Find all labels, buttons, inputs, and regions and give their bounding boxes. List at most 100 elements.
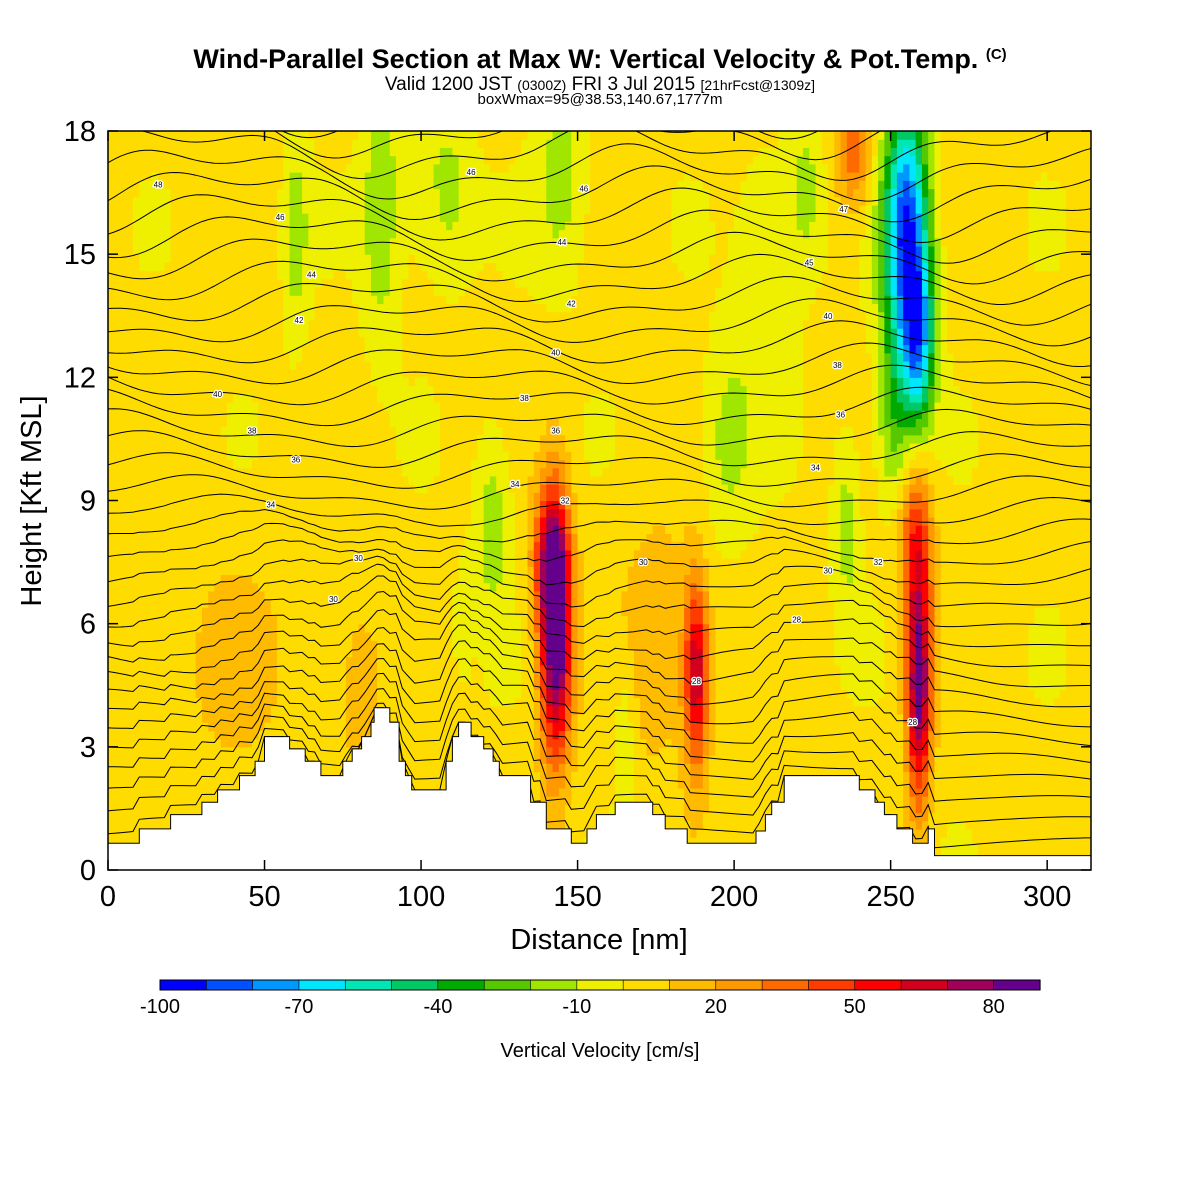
velocity-cell	[339, 401, 347, 411]
velocity-cell	[201, 237, 209, 247]
velocity-cell	[120, 500, 128, 510]
velocity-cell	[189, 648, 197, 658]
velocity-cell	[408, 730, 416, 740]
velocity-cell	[277, 713, 284, 723]
velocity-cell	[283, 467, 291, 477]
velocity-cell	[183, 443, 190, 452]
velocity-cell	[151, 549, 159, 559]
velocity-cell	[183, 344, 190, 354]
velocity-cell	[245, 287, 253, 296]
velocity-cell	[320, 672, 328, 682]
velocity-cell	[402, 270, 410, 280]
velocity-cell	[233, 360, 241, 370]
velocity-cell	[295, 385, 303, 395]
velocity-cell	[308, 237, 316, 247]
velocity-cell	[208, 401, 216, 411]
velocity-cell	[439, 779, 447, 789]
velocity-cell	[151, 697, 159, 707]
velocity-cell	[327, 410, 334, 419]
velocity-cell	[239, 574, 247, 584]
velocity-cell	[295, 713, 303, 723]
velocity-cell	[389, 328, 397, 337]
velocity-cell	[164, 459, 172, 469]
velocity-cell	[408, 369, 416, 378]
velocity-cell	[164, 820, 172, 830]
velocity-cell	[133, 516, 140, 526]
velocity-cell	[283, 163, 291, 173]
velocity-cell	[252, 648, 259, 658]
velocity-cell	[245, 443, 253, 452]
velocity-cell	[295, 254, 303, 263]
velocity-cell	[114, 311, 122, 321]
velocity-cell	[439, 213, 447, 222]
velocity-cell	[333, 648, 341, 658]
velocity-cell	[427, 484, 435, 493]
velocity-cell	[377, 607, 385, 617]
velocity-cell	[245, 623, 253, 633]
velocity-cell	[352, 393, 360, 403]
velocity-cell	[151, 393, 159, 403]
velocity-cell	[133, 672, 140, 682]
velocity-cell	[408, 295, 416, 305]
velocity-cell	[314, 681, 322, 690]
velocity-cell	[314, 599, 322, 608]
velocity-cell	[214, 697, 222, 707]
velocity-cell	[446, 599, 453, 608]
velocity-cell	[345, 336, 353, 346]
velocity-cell	[195, 459, 203, 469]
velocity-cell	[126, 722, 134, 732]
velocity-cell	[170, 196, 178, 206]
velocity-cell	[352, 229, 360, 239]
velocity-cell	[201, 360, 209, 370]
velocity-cell	[183, 697, 190, 707]
velocity-cell	[245, 738, 253, 748]
velocity-cell	[308, 410, 316, 419]
velocity-cell	[108, 779, 115, 789]
velocity-cell	[139, 607, 147, 617]
velocity-cell	[277, 401, 284, 411]
velocity-cell	[183, 607, 190, 617]
velocity-cell	[133, 713, 140, 723]
velocity-cell	[427, 467, 435, 477]
velocity-cell	[108, 599, 115, 608]
velocity-cell	[195, 147, 203, 157]
velocity-cell	[164, 303, 172, 313]
velocity-cell	[151, 311, 159, 321]
velocity-cell	[370, 221, 378, 231]
velocity-cell	[214, 681, 222, 690]
velocity-cell	[176, 492, 184, 502]
velocity-cell	[233, 533, 241, 543]
velocity-cell	[289, 672, 297, 682]
velocity-cell	[195, 525, 203, 534]
velocity-cell	[314, 180, 322, 190]
velocity-cell	[226, 155, 234, 165]
velocity-cell	[270, 344, 278, 354]
velocity-cell	[214, 689, 222, 699]
velocity-cell	[264, 369, 272, 378]
velocity-cell	[270, 631, 278, 641]
velocity-cell	[126, 541, 134, 551]
velocity-cell	[151, 213, 159, 222]
velocity-cell	[220, 566, 228, 575]
velocity-cell	[446, 196, 453, 206]
velocity-cell	[370, 648, 378, 658]
velocity-cell	[239, 229, 247, 239]
velocity-cell	[270, 574, 278, 584]
velocity-cell	[158, 812, 165, 822]
velocity-cell	[139, 237, 147, 247]
velocity-cell	[164, 640, 172, 649]
velocity-cell	[314, 689, 322, 699]
velocity-cell	[183, 574, 190, 584]
velocity-cell	[133, 204, 140, 214]
velocity-cell	[427, 705, 435, 715]
velocity-cell	[270, 204, 278, 214]
velocity-cell	[414, 541, 422, 551]
velocity-cell	[333, 763, 341, 773]
velocity-cell	[289, 229, 297, 239]
velocity-cell	[452, 664, 460, 674]
velocity-cell	[396, 623, 403, 633]
velocity-cell	[176, 287, 184, 296]
velocity-cell	[158, 656, 165, 666]
velocity-cell	[339, 385, 347, 395]
velocity-cell	[220, 418, 228, 428]
